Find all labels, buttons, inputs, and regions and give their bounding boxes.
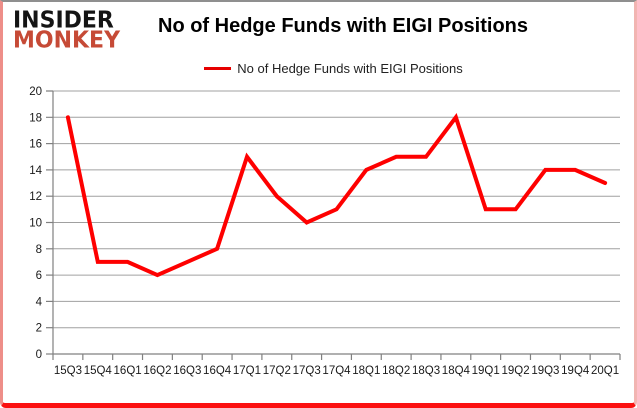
x-axis-label: 17Q4 — [322, 365, 351, 377]
hedge-funds-line-chart: 0 2 4 6 8 10 12 14 16 18 20 15Q3 15Q4 16Q1 16Q2 16Q3 16Q… — [29, 86, 621, 377]
x-axis-label: 17Q3 — [293, 365, 321, 377]
y-axis-label: 10 — [29, 218, 42, 230]
x-axis-label: 19Q4 — [561, 365, 590, 377]
x-axis-label: 18Q1 — [352, 365, 380, 377]
insider-monkey-logo: INSIDER MONKEY — [13, 7, 145, 54]
x-axis-label: 19Q1 — [472, 365, 500, 377]
x-axis-label: 16Q4 — [203, 365, 232, 377]
x-axis-label: 19Q2 — [501, 365, 529, 377]
chart-area: 0 2 4 6 8 10 12 14 16 18 20 15Q3 15Q4 16Q1 16Q2 16Q3 16Q… — [3, 82, 634, 392]
y-axis-label: 8 — [36, 244, 42, 256]
x-axis-label: 18Q3 — [412, 365, 440, 377]
x-axis-label: 19Q3 — [531, 365, 559, 377]
x-axis-label: 17Q1 — [233, 365, 261, 377]
y-axis-label: 20 — [29, 86, 42, 98]
series-line — [65, 113, 608, 278]
x-axis-label: 15Q4 — [84, 365, 113, 377]
y-axis-label: 0 — [36, 349, 42, 361]
x-axis-label: 18Q4 — [442, 365, 471, 377]
legend-label: No of Hedge Funds with EIGI Positions — [237, 60, 463, 76]
x-axis-label: 18Q2 — [382, 365, 410, 377]
logo-text-insider: INSIDER — [13, 7, 114, 34]
legend-line-swatch — [204, 66, 232, 70]
y-axis-label: 4 — [36, 296, 43, 308]
x-axis-label: 17Q2 — [263, 365, 291, 377]
y-axis-label: 16 — [29, 139, 42, 151]
x-axis-label: 20Q1 — [591, 365, 619, 377]
logo-text-monkey: MONKEY — [13, 27, 121, 54]
x-axis-label: 15Q3 — [54, 365, 82, 377]
y-axis-label: 14 — [29, 165, 42, 177]
y-axis-label: 6 — [36, 270, 42, 282]
y-axis-label: 2 — [36, 323, 42, 335]
x-axis-label: 16Q1 — [114, 365, 142, 377]
x-axis-label: 16Q3 — [173, 365, 201, 377]
y-axis-label: 12 — [29, 191, 42, 203]
chart-title: No of Hedge Funds with EIGI Positions — [158, 15, 528, 37]
x-axis-label: 16Q2 — [143, 365, 171, 377]
legend: No of Hedge Funds with EIGI Positions — [15, 58, 634, 78]
y-axis-label: 18 — [29, 112, 42, 124]
